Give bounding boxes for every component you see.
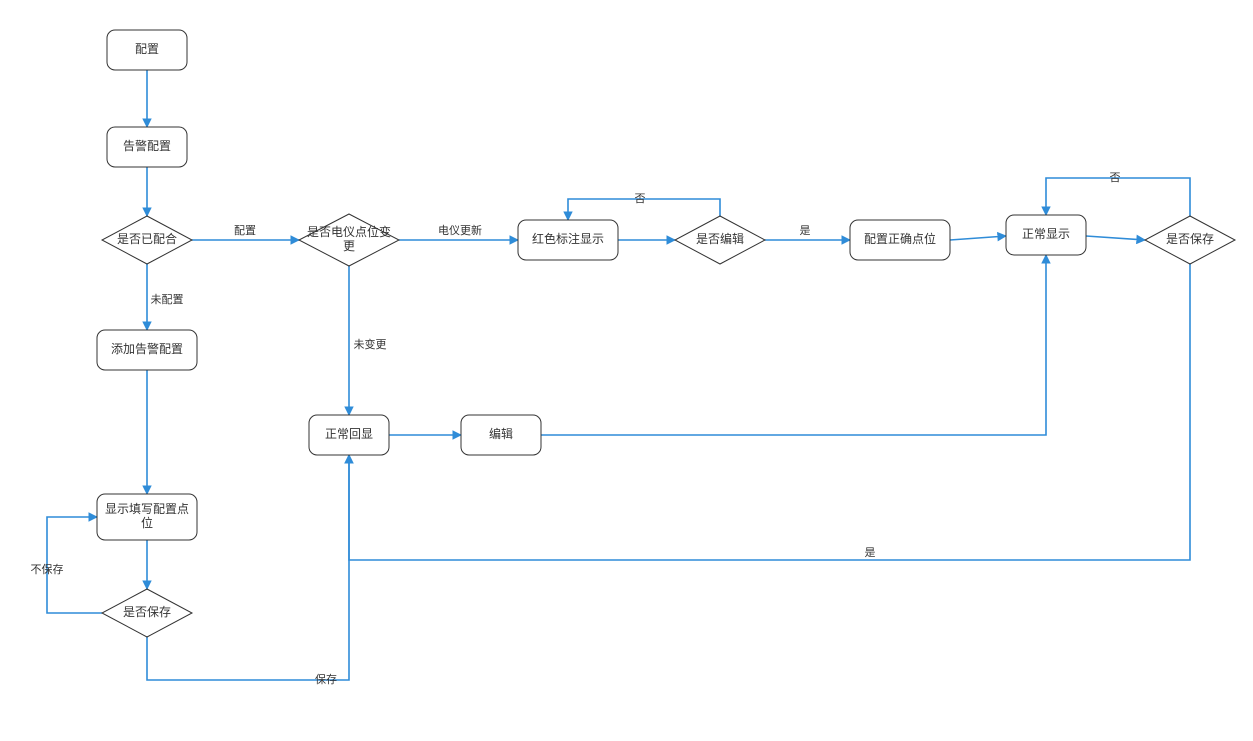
nodes-layer: 配置告警配置是否已配合添加告警配置显示填写配置点位是否保存是否电仪点位变更正常回… <box>97 30 1235 637</box>
edge-label-is_configured-add_alarm: 未配置 <box>151 293 184 306</box>
node-is_save_1: 是否保存 <box>102 589 192 637</box>
node-is_edit: 是否编辑 <box>675 216 765 264</box>
edge-label-is_save_1-show_fill: 不保存 <box>31 562 64 576</box>
flowchart-svg: 未配置不保存保存配置未变更电仪更新否是否是配置告警配置是否已配合添加告警配置显示… <box>0 0 1253 741</box>
edge-label-is_save_2-normal_echo: 是 <box>865 546 876 559</box>
edge-label-is_point_chg-normal_echo: 未变更 <box>354 337 387 351</box>
edge-label-is_configured-is_point_chg: 配置 <box>234 224 256 237</box>
edge-label-is_edit-red_mark: 否 <box>635 193 646 205</box>
node-cfg_correct: 配置正确点位 <box>850 220 950 260</box>
node-alarm_cfg: 告警配置 <box>107 127 187 167</box>
node-config: 配置 <box>107 30 187 70</box>
node-label-show_fill-line0: 显示填写配置点 <box>105 502 189 516</box>
edge-normal_show-is_save_2 <box>1086 236 1145 240</box>
node-is_configured: 是否已配合 <box>102 216 192 264</box>
node-label-is_save_2: 是否保存 <box>1166 232 1214 246</box>
edge-is_save_2-normal_echo <box>349 264 1190 560</box>
node-is_save_2: 是否保存 <box>1145 216 1235 264</box>
edge-cfg_correct-normal_show <box>950 236 1006 240</box>
node-edit: 编辑 <box>461 415 541 455</box>
edge-label-is_edit-cfg_correct: 是 <box>800 224 811 237</box>
node-normal_echo: 正常回显 <box>309 415 389 455</box>
node-label-edit: 编辑 <box>489 426 513 441</box>
node-label-config: 配置 <box>135 42 159 56</box>
edge-label-is_point_chg-red_mark: 电仪更新 <box>438 223 482 237</box>
edge-label-is_save_1-normal_echo: 保存 <box>315 672 337 686</box>
node-label-normal_echo: 正常回显 <box>325 427 373 441</box>
node-show_fill: 显示填写配置点位 <box>97 494 197 540</box>
node-label-is_edit: 是否编辑 <box>696 231 744 246</box>
node-label-is_save_1: 是否保存 <box>123 605 171 619</box>
node-label-red_mark: 红色标注显示 <box>532 231 604 246</box>
node-label-is_point_chg-line0: 是否电仪点位变 <box>307 224 391 239</box>
edge-is_save_1-normal_echo <box>147 455 349 680</box>
node-label-alarm_cfg: 告警配置 <box>123 138 171 153</box>
node-label-normal_show: 正常显示 <box>1022 227 1070 241</box>
node-red_mark: 红色标注显示 <box>518 220 618 260</box>
node-label-show_fill-line1: 位 <box>141 515 153 530</box>
node-label-add_alarm: 添加告警配置 <box>111 341 183 356</box>
edges-layer: 未配置不保存保存 配置未变更 电仪更新 否是 否是 <box>31 70 1191 686</box>
node-add_alarm: 添加告警配置 <box>97 330 197 370</box>
node-label-is_configured: 是否已配合 <box>117 231 177 246</box>
node-is_point_chg: 是否电仪点位变更 <box>299 214 399 266</box>
node-label-is_point_chg-line1: 更 <box>343 239 355 253</box>
edge-label-is_save_2-normal_show: 否 <box>1110 172 1121 184</box>
node-label-cfg_correct: 配置正确点位 <box>864 231 936 246</box>
edge-edit-normal_show <box>541 255 1046 435</box>
node-normal_show: 正常显示 <box>1006 215 1086 255</box>
